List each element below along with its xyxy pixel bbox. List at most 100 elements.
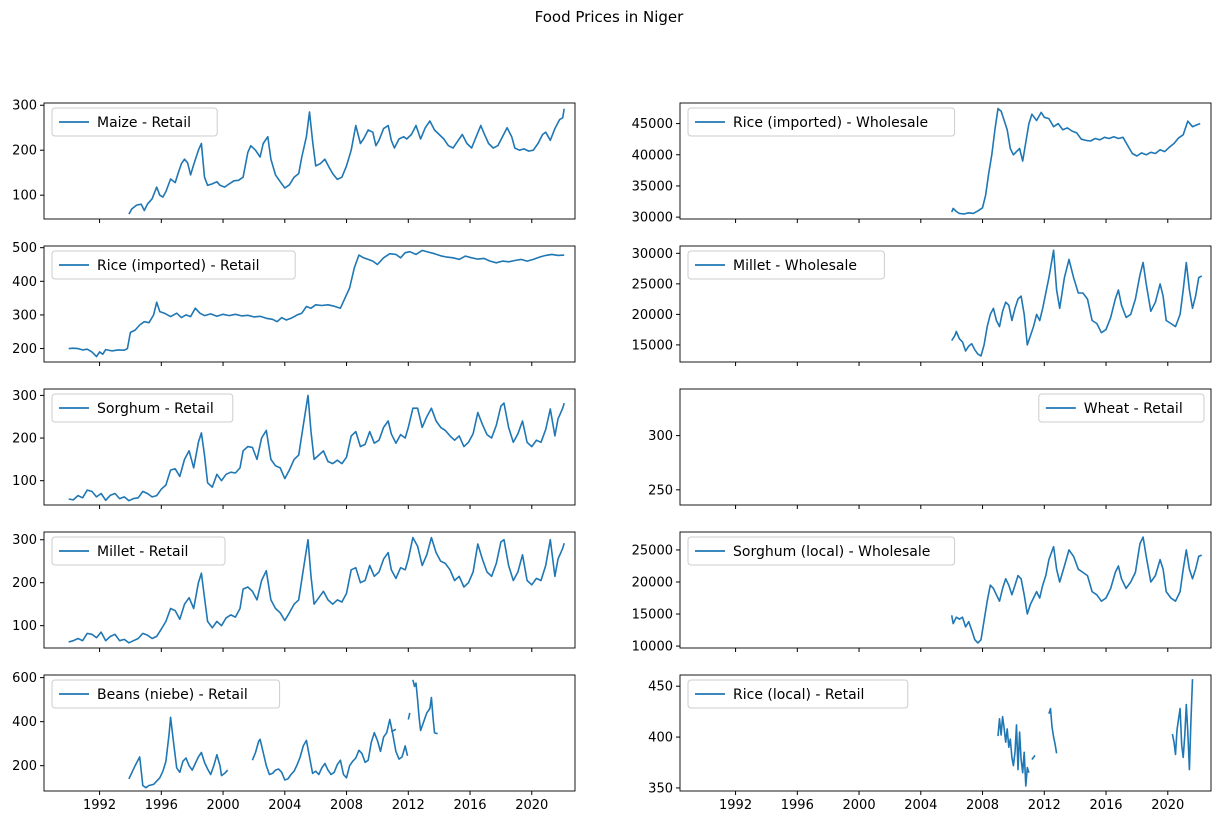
y-tick-label: 30000	[632, 247, 673, 262]
subplot-3: 200 300 400 500 Rice (imported) - Retail	[12, 241, 576, 366]
axes-frame	[679, 102, 1212, 220]
y-tick-label: 40000	[632, 148, 673, 163]
x-tick-label: 2004	[904, 798, 937, 813]
x-tick-label: 2000	[207, 798, 240, 813]
y-tick-label: 35000	[632, 179, 673, 194]
y-tick-label: 20000	[632, 308, 673, 323]
legend: Maize - Retail	[51, 107, 218, 137]
legend-label: Sorghum (local) - Wholesale	[733, 544, 930, 560]
y-tick-label: 45000	[632, 117, 673, 132]
x-tick-label: 2020	[515, 798, 548, 813]
legend-label: Millet - Retail	[97, 544, 188, 560]
x-tick-label: 2016	[1089, 798, 1122, 813]
series-line-segment	[68, 249, 565, 358]
y-tick-label: 300	[12, 389, 37, 404]
y-tick-label: 450	[648, 680, 673, 695]
series-line-segment	[950, 107, 1201, 215]
legend: Rice (imported) - Wholesale	[687, 107, 956, 137]
x-tick-label: 1992	[83, 798, 116, 813]
y-tick-label: 500	[12, 241, 37, 256]
series-line-segment	[251, 718, 409, 781]
subplot-9: 200 400 600 1992 1996 2000 2004 2008 2012 2016 202…	[12, 671, 576, 813]
y-tick-label: 600	[12, 671, 37, 686]
axes-frame	[43, 102, 576, 220]
y-tick-label: 200	[12, 432, 37, 447]
axes-frame	[43, 674, 576, 792]
legend: Rice (local) - Retail	[687, 679, 909, 709]
y-tick-label: 400	[648, 731, 673, 746]
subplots-layer: 100 200 300 Maize - Retail 30000 35000 40000 45…	[12, 99, 1212, 813]
x-tick-label: 2008	[330, 798, 363, 813]
legend-box	[51, 107, 218, 137]
series-line-segment	[407, 712, 411, 720]
y-tick-label: 25000	[632, 543, 673, 558]
legend: Wheat - Retail	[1038, 393, 1205, 423]
y-tick-label: 100	[12, 619, 37, 634]
figure-title: Food Prices in Niger	[535, 8, 684, 26]
legend-label: Sorghum - Retail	[97, 401, 214, 417]
series-line-segment	[951, 249, 1203, 357]
legend: Sorghum (local) - Wholesale	[687, 536, 956, 566]
series-line-segment	[68, 394, 565, 502]
legend-label: Rice (imported) - Retail	[97, 258, 260, 274]
series-line-segment	[950, 536, 1203, 644]
subplot-7: 100 200 300 Millet - Retail	[12, 531, 576, 652]
series-line-segment	[128, 108, 565, 215]
series-line-segment	[390, 728, 397, 733]
legend-box	[687, 679, 909, 709]
axes-frame	[679, 245, 1212, 363]
legend-box	[687, 250, 885, 280]
legend-label: Rice (local) - Retail	[733, 687, 864, 703]
y-tick-label: 200	[12, 576, 37, 591]
axes-frame	[679, 388, 1212, 506]
series-line-segment	[997, 715, 1030, 787]
legend-label: Wheat - Retail	[1084, 401, 1183, 417]
legend: Millet - Retail	[51, 536, 226, 566]
x-tick-label: 2000	[843, 798, 876, 813]
series-line-segment	[128, 716, 229, 789]
series-line-segment	[1048, 707, 1058, 754]
axes-frame	[43, 388, 576, 506]
legend-box	[51, 679, 281, 709]
y-tick-label: 20000	[632, 575, 673, 590]
series-line-segment	[68, 536, 565, 644]
y-tick-label: 300	[12, 533, 37, 548]
legend-box	[687, 107, 956, 137]
axes-frame	[679, 674, 1212, 792]
legend: Millet - Wholesale	[687, 250, 885, 280]
y-tick-label: 10000	[632, 640, 673, 655]
y-tick-label: 25000	[632, 277, 673, 292]
y-tick-label: 30000	[632, 211, 673, 226]
x-tick-label: 2020	[1151, 798, 1184, 813]
x-tick-label: 2016	[453, 798, 486, 813]
subplot-2: 30000 35000 40000 45000 Rice (imported) - Wh…	[632, 102, 1212, 226]
subplot-1: 100 200 300 Maize - Retail	[12, 99, 576, 223]
y-tick-label: 15000	[632, 338, 673, 353]
y-tick-label: 200	[12, 144, 37, 159]
series-line-segment	[1171, 679, 1194, 771]
y-tick-label: 400	[12, 275, 37, 290]
legend-label: Millet - Wholesale	[733, 258, 857, 274]
x-tick-label: 2012	[392, 798, 425, 813]
y-tick-label: 100	[12, 189, 37, 204]
subplot-8: 10000 15000 20000 25000 Sorghum (local) - Wh…	[632, 531, 1212, 655]
legend: Rice (imported) - Retail	[51, 250, 296, 280]
series-line-segment	[412, 679, 438, 735]
axes-frame	[43, 531, 576, 649]
subplot-10: 350 400 450 1992 1996 2000 2004 2008 2012 2016 202…	[648, 674, 1212, 813]
legend-label: Maize - Retail	[97, 115, 191, 131]
y-tick-label: 100	[12, 474, 37, 489]
y-tick-label: 15000	[632, 608, 673, 623]
x-tick-label: 2008	[966, 798, 999, 813]
series-line-segment	[1031, 754, 1036, 760]
x-tick-label: 1996	[781, 798, 814, 813]
y-tick-label: 200	[12, 759, 37, 774]
y-tick-label: 300	[12, 99, 37, 114]
legend-box	[687, 536, 956, 566]
subplot-6: 250 300 Wheat - Retail	[648, 388, 1212, 509]
y-tick-label: 250	[648, 483, 673, 498]
legend-box	[1038, 393, 1205, 423]
x-tick-label: 2004	[268, 798, 301, 813]
y-tick-label: 350	[648, 781, 673, 796]
